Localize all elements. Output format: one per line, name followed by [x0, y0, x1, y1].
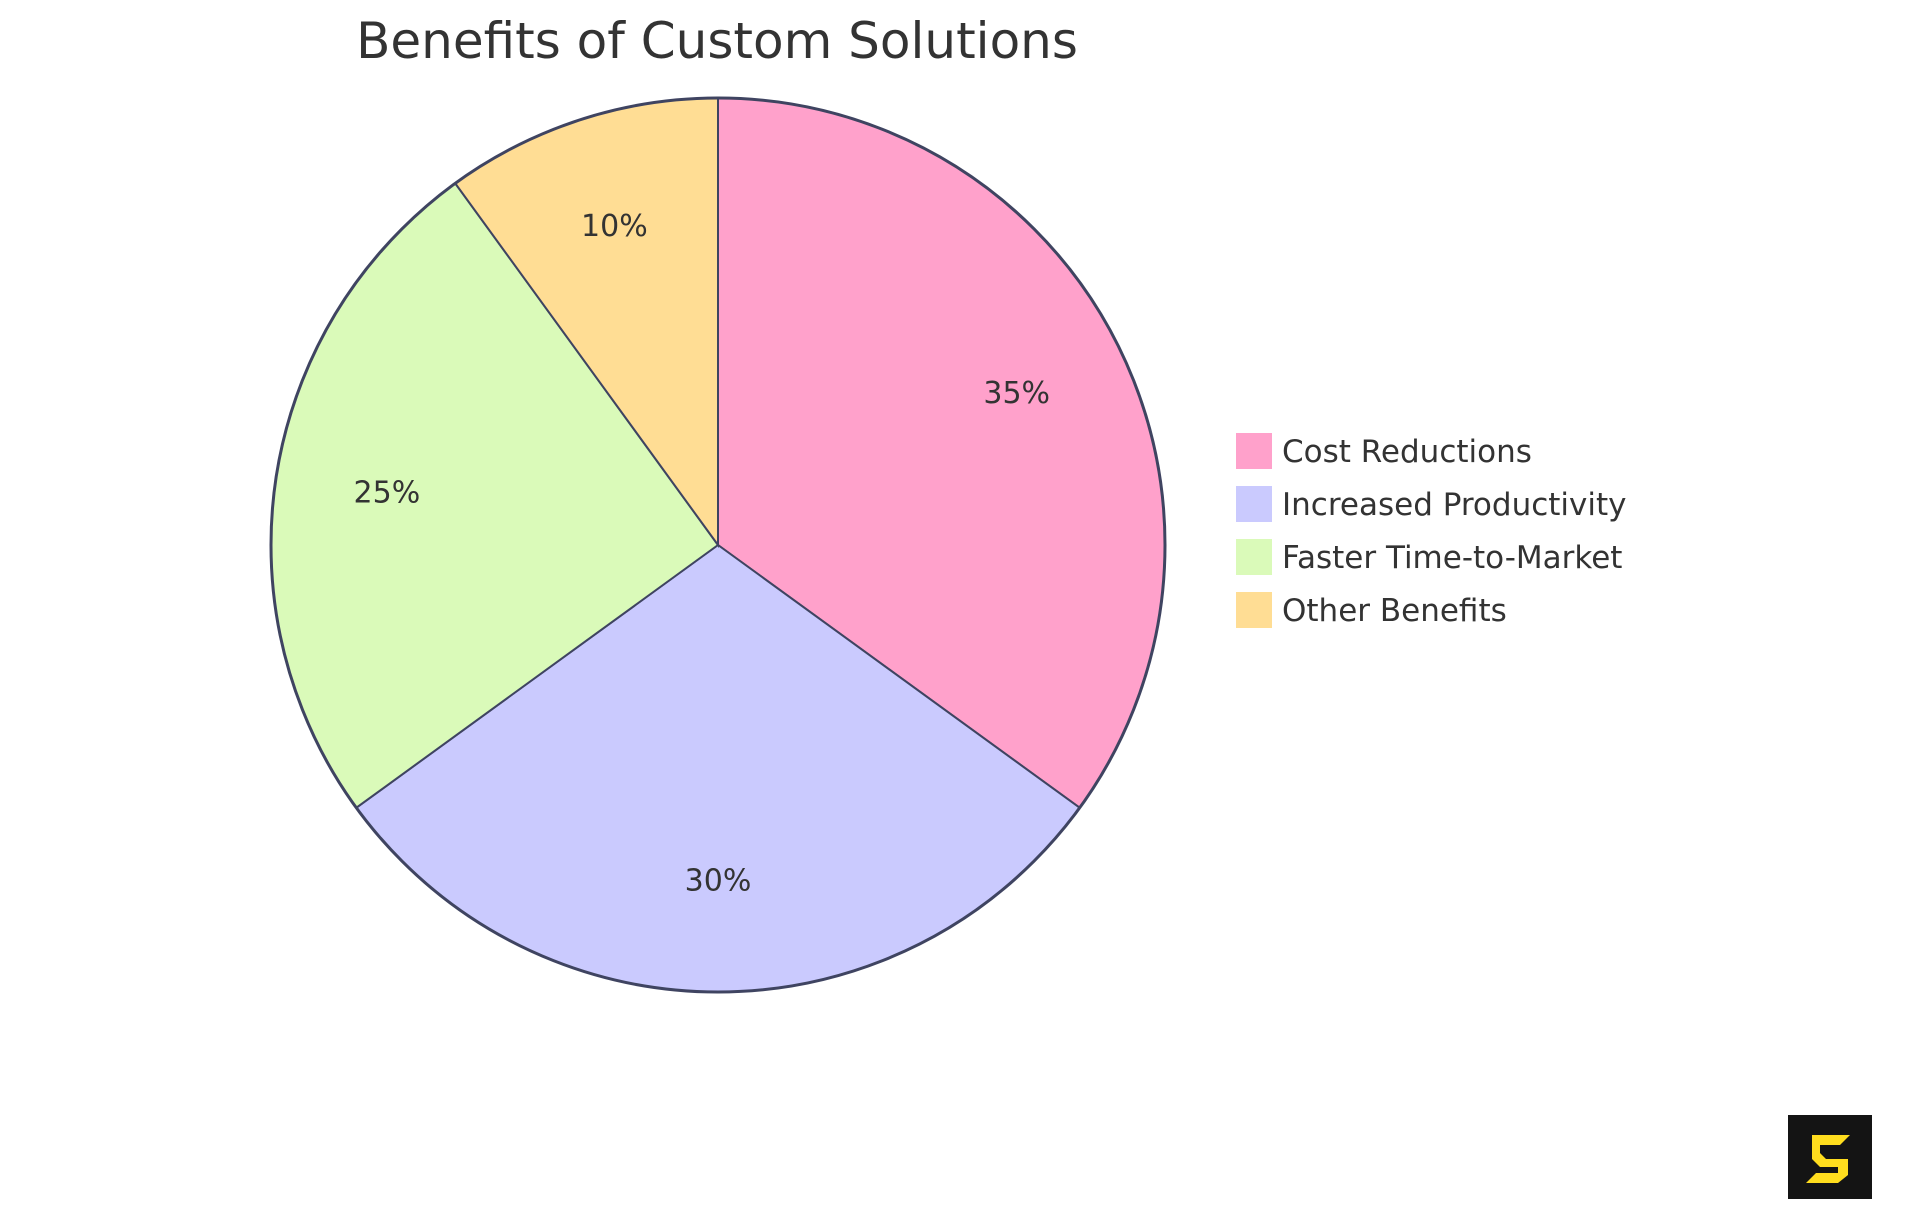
legend-label: Faster Time-to-Market: [1282, 540, 1622, 576]
legend-item: Cost Reductions: [1236, 433, 1532, 470]
chart-title: Benefits of Custom Solutions: [356, 12, 1078, 70]
slice-percent-label: 30%: [685, 863, 752, 898]
legend-label: Other Benefits: [1282, 593, 1507, 629]
s-brand-logo-icon: [1788, 1115, 1872, 1199]
legend-swatch: [1236, 433, 1272, 469]
slice-percent-label: 10%: [581, 209, 648, 244]
legend: Cost Reductions Increased Productivity Fas…: [1236, 433, 1627, 629]
legend-item: Other Benefits: [1236, 592, 1507, 629]
legend-label: Cost Reductions: [1282, 434, 1532, 470]
legend-item: Increased Productivity: [1236, 486, 1627, 523]
legend-item: Faster Time-to-Market: [1236, 539, 1622, 576]
pie-outline: [269, 96, 1167, 994]
slice-percent-label: 25%: [354, 476, 421, 511]
legend-swatch: [1236, 486, 1272, 522]
legend-label: Increased Productivity: [1282, 487, 1627, 523]
legend-swatch: [1236, 592, 1272, 628]
pie-slice-labels: 35% 30% 25% 10%: [354, 209, 1051, 898]
legend-swatch: [1236, 539, 1272, 575]
pie-slices: [269, 96, 1167, 994]
slice-percent-label: 35%: [983, 376, 1050, 411]
